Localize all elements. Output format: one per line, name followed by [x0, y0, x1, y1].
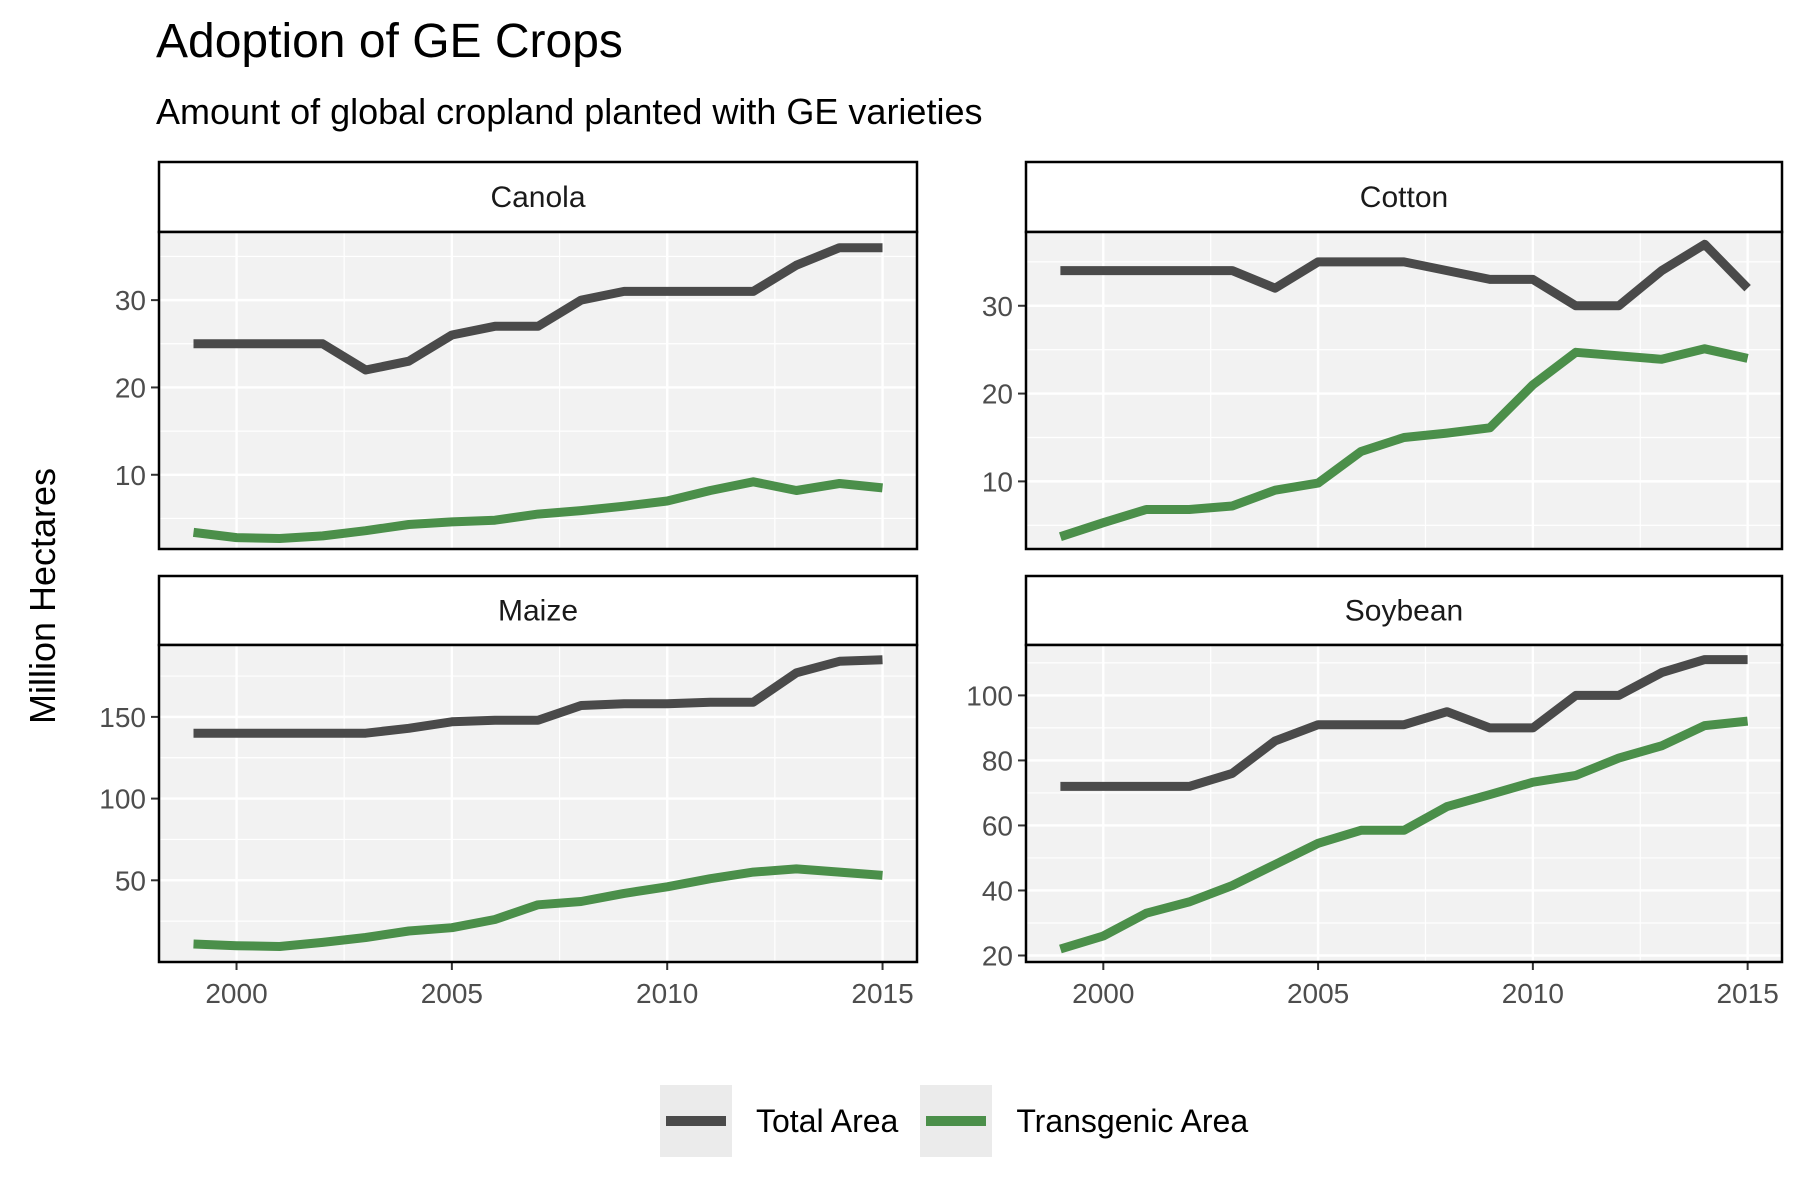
legend-key-total-area — [660, 1085, 732, 1157]
series-line-total-area-cotton — [1060, 239, 1751, 311]
y-tick-label-cotton: 30 — [982, 291, 1013, 322]
series-line-transgenic-area-cotton — [1059, 344, 1749, 541]
y-tick-label-canola: 20 — [115, 372, 146, 403]
x-tick-label-maize: 2005 — [421, 978, 483, 1009]
chart-subtitle: Amount of global cropland planted with G… — [156, 91, 983, 132]
panel-cotton: Cotton 10 20 30 — [982, 160, 1784, 551]
y-tick-label-soybean: 40 — [982, 875, 1013, 906]
series-line-total-area-canola — [193, 243, 883, 375]
plot-background-cotton — [1026, 232, 1782, 549]
panel-maize: Maize 50 100 150 2000 2005 2010 2015 — [99, 574, 919, 1009]
x-tick-label-maize: 2015 — [851, 978, 913, 1009]
legend-key-transgenic-area — [920, 1085, 993, 1157]
y-tick-label-maize: 50 — [115, 865, 146, 896]
panel-canola: Canola 10 20 30 — [115, 160, 919, 551]
strip-label-maize: Maize — [498, 595, 578, 628]
y-tick-label-soybean: 80 — [982, 745, 1013, 776]
y-tick-label-maize: 100 — [99, 784, 146, 815]
x-tick-label-soybean: 2015 — [1716, 978, 1778, 1009]
panel-border-maize — [157, 643, 919, 964]
strip-label-cotton: Cotton — [1360, 181, 1448, 214]
y-tick-label-soybean: 60 — [982, 810, 1013, 841]
y-tick-label-cotton: 20 — [982, 379, 1013, 410]
plot-background-canola — [159, 232, 917, 549]
x-tick-label-soybean: 2010 — [1502, 978, 1564, 1009]
y-tick-label-canola: 30 — [115, 285, 146, 316]
strip-label-soybean: Soybean — [1345, 595, 1463, 628]
y-tick-label-cotton: 10 — [982, 466, 1013, 497]
legend-swatch-transgenic-area — [926, 1116, 987, 1126]
legend-swatch-total-area — [666, 1116, 726, 1126]
panel-soybean: Soybean 20 40 60 80 100 2000 2005 2010 2015 — [966, 574, 1784, 1009]
panel-border-cotton — [1024, 230, 1784, 551]
series-line-transgenic-area-soybean — [1059, 716, 1749, 954]
legend-label-transgenic-area: Transgenic Area — [1016, 1102, 1249, 1139]
y-tick-label-soybean: 20 — [982, 940, 1013, 971]
y-tick-label-soybean: 100 — [966, 680, 1013, 711]
chart-title: Adoption of GE Crops — [156, 15, 623, 68]
strip-label-canola: Canola — [490, 181, 585, 214]
x-tick-label-soybean: 2000 — [1072, 978, 1134, 1009]
y-tick-label-maize: 150 — [99, 702, 146, 733]
strip-cotton — [1024, 160, 1784, 234]
y-tick-label-canola: 10 — [115, 460, 146, 491]
legend-item-total-area: Total Area — [660, 1085, 898, 1157]
x-tick-label-maize: 2000 — [205, 978, 267, 1009]
series-line-transgenic-area-maize — [193, 864, 883, 951]
series-line-total-area-maize — [193, 655, 883, 738]
legend-label-total-area: Total Area — [756, 1102, 899, 1139]
strip-soybean — [1024, 574, 1784, 647]
panel-border-soybean — [1024, 643, 1784, 964]
plot-background-maize — [159, 645, 917, 962]
strip-maize — [157, 574, 919, 647]
x-tick-label-soybean: 2005 — [1287, 978, 1349, 1009]
series-line-total-area-soybean — [1060, 655, 1748, 791]
legend: Total Area Transgenic Area — [660, 1085, 1270, 1157]
panel-border-canola — [157, 230, 919, 551]
x-tick-label-maize: 2010 — [636, 978, 698, 1009]
legend-item-transgenic-area: Transgenic Area — [920, 1085, 1248, 1157]
series-line-transgenic-area-canola — [192, 477, 883, 543]
